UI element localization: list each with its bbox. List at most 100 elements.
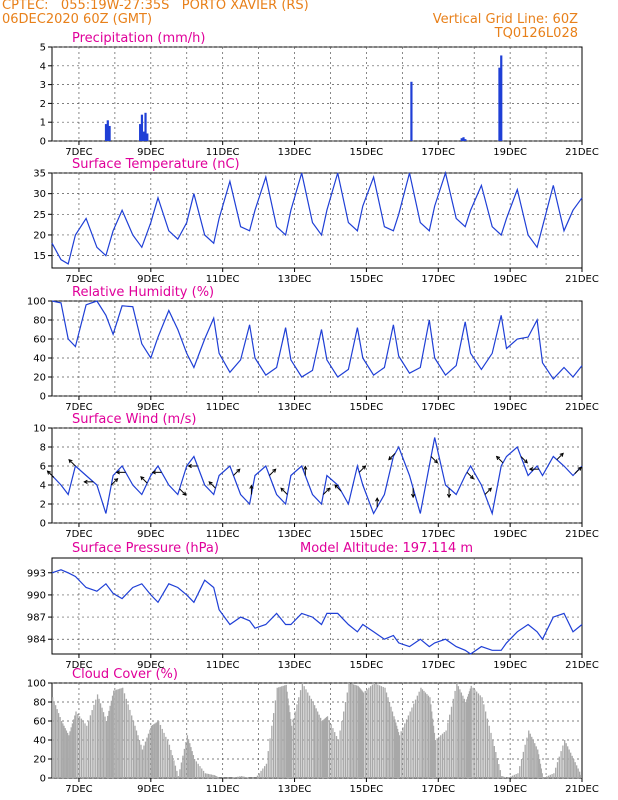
wind-arrow-head xyxy=(187,463,192,469)
wind-arrow xyxy=(466,471,475,480)
cloud-bar xyxy=(271,725,273,778)
cloud-bar xyxy=(423,690,425,778)
cloud-bar xyxy=(488,725,490,778)
cloud-bar xyxy=(210,774,213,778)
cloud-bar xyxy=(355,685,358,778)
panel-title: Surface Pressure (hPa) xyxy=(72,541,219,556)
wind-arrow-head xyxy=(115,470,120,475)
wind-arrow-head xyxy=(83,479,88,484)
cloud-bar xyxy=(84,723,86,778)
cloud-bar xyxy=(348,683,350,778)
cloud-bar xyxy=(397,732,400,778)
precip-bar xyxy=(108,125,111,141)
cloud-bar xyxy=(429,697,431,778)
wind-arrow xyxy=(375,497,380,508)
cloud-bar xyxy=(391,711,394,778)
cloud-bar xyxy=(212,774,214,778)
wind-arrow-shaft xyxy=(556,453,564,461)
y-tick-label: 987 xyxy=(27,613,46,624)
series-line xyxy=(51,170,583,265)
cloud-bar xyxy=(362,692,365,778)
cloud-bar xyxy=(284,685,286,778)
cloud-bar xyxy=(558,756,560,778)
cloud-bar xyxy=(57,713,60,778)
precip-bar xyxy=(500,55,503,141)
wind-arrow-shaft xyxy=(68,459,76,467)
x-tick-label: 21DEC xyxy=(565,147,599,158)
cloud-bar xyxy=(368,687,370,778)
cloud-bar xyxy=(165,736,167,778)
cloud-bar xyxy=(424,692,427,778)
cloud-bar xyxy=(52,697,54,778)
cloud-bar xyxy=(528,730,530,778)
cloud-bar xyxy=(143,745,145,778)
wind-arrow xyxy=(68,458,76,467)
cloud-bar xyxy=(576,765,578,778)
y-tick-label: 5 xyxy=(40,43,46,54)
y-tick-label: 2 xyxy=(40,500,46,511)
cloud-bar xyxy=(54,705,57,778)
wind-arrow-head xyxy=(362,465,367,470)
cloud-bar xyxy=(456,683,458,778)
cloud-bar xyxy=(354,684,356,778)
cloud-bar xyxy=(56,709,58,778)
cloud-bar xyxy=(359,688,361,778)
cloud-bar xyxy=(515,774,517,778)
cloud-bar xyxy=(66,732,69,778)
x-tick-label: 21DEC xyxy=(565,660,599,671)
y-tick-label: 15 xyxy=(33,251,46,262)
series-line xyxy=(51,569,583,655)
header-model-id: TQ0126L028 xyxy=(494,26,578,41)
cloud-bar xyxy=(153,724,155,778)
cloud-bar xyxy=(330,724,332,778)
cloud-bar xyxy=(349,683,352,778)
cloud-bar xyxy=(322,720,324,778)
cloud-bar xyxy=(551,774,553,778)
cloud-bar xyxy=(140,744,142,778)
cloud-bar xyxy=(70,727,72,778)
x-tick-label: 19DEC xyxy=(493,274,527,285)
wind-arrow-head xyxy=(469,475,475,480)
cloud-bar xyxy=(161,728,163,778)
header-grid-note: Vertical Grid Line: 60Z xyxy=(432,12,578,27)
cloud-bar xyxy=(522,751,525,778)
x-tick-label: 9DEC xyxy=(137,784,164,795)
panel-title: Relative Humidity (%) xyxy=(72,285,214,300)
cloud-bar xyxy=(105,721,108,778)
wind-arrow-head xyxy=(487,487,493,492)
cloud-bar xyxy=(483,704,485,778)
x-tick-label: 11DEC xyxy=(206,784,240,795)
wind-arrow-shaft xyxy=(179,488,187,496)
cloud-bar xyxy=(361,691,364,778)
cloud-bar xyxy=(472,687,474,778)
precip-bar xyxy=(140,114,144,141)
cloud-bar xyxy=(407,715,410,778)
wind-arrow-head xyxy=(303,465,308,470)
x-tick-label: 13DEC xyxy=(278,402,312,413)
cloud-bar xyxy=(540,768,542,778)
x-tick-label: 17DEC xyxy=(421,660,455,671)
y-tick-label: 20 xyxy=(33,755,46,766)
wind-arrow-head xyxy=(272,468,277,473)
cloud-bar xyxy=(93,704,95,778)
cloud-bar xyxy=(387,697,389,778)
wind-arrow xyxy=(303,465,308,476)
cloud-bar xyxy=(414,699,417,778)
cloud-bar xyxy=(438,736,440,778)
cloud-bar xyxy=(152,724,154,778)
cloud-bar xyxy=(125,698,127,778)
wind-arrow-head xyxy=(249,484,254,489)
cloud-bar xyxy=(315,708,317,778)
cloud-bar xyxy=(467,693,470,778)
cloud-bar xyxy=(567,746,569,778)
cloud-bar xyxy=(432,725,435,778)
cloud-bar xyxy=(91,710,93,778)
cloud-bar xyxy=(441,733,444,778)
cloud-bar xyxy=(519,766,521,778)
wind-arrow-shaft xyxy=(334,484,342,492)
cloud-bar xyxy=(296,704,298,778)
cloud-bar xyxy=(74,715,76,778)
wind-arrow xyxy=(110,477,119,486)
cloud-bar xyxy=(390,706,392,778)
cloud-bar xyxy=(413,703,415,778)
